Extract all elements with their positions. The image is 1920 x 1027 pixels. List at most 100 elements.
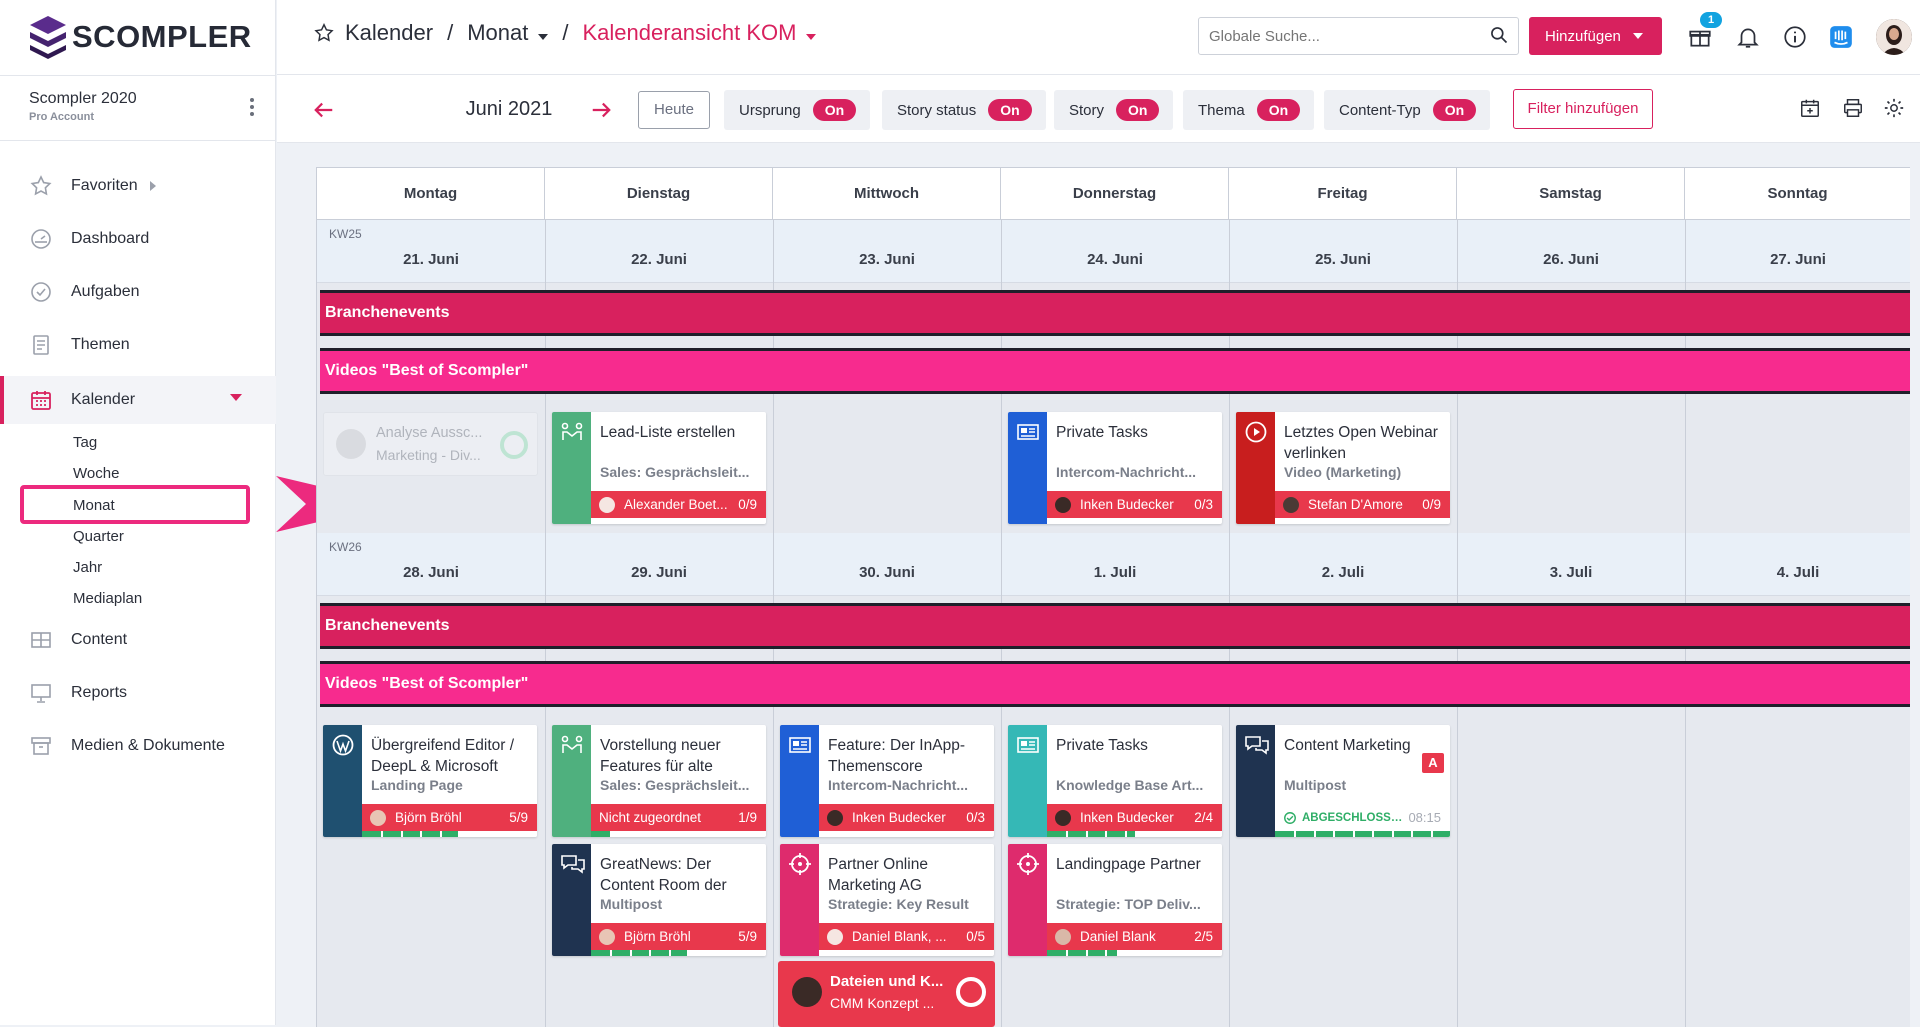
status-label: ABGESCHLOSSEN [1302,811,1403,824]
day-date[interactable]: 3. Juli [1549,564,1593,581]
content-card[interactable]: GreatNews: Der Content Room der Multipos… [552,844,766,956]
type-strip [780,725,819,837]
progress-bar [362,831,537,837]
sidebar-item-dashboard[interactable]: Dashboard [0,217,276,261]
search-icon[interactable] [1489,25,1509,45]
chevron-right-icon [149,181,156,191]
day-date[interactable]: 27. Juni [1770,251,1826,268]
star-icon[interactable] [313,22,335,44]
content-card[interactable]: Feature: Der InApp-Themenscore Intercom-… [780,725,994,837]
sidebar-item-topics[interactable]: Themen [0,323,276,367]
sidebar-item-reports[interactable]: Reports [0,671,276,715]
avatar [792,977,822,1007]
content-card[interactable]: Landingpage Partner Strategie: TOP Deliv… [1008,844,1222,956]
today-button[interactable]: Heute [638,91,710,129]
account-menu-icon[interactable] [250,98,254,119]
sidebar-subitem-monat[interactable]: Monat [73,497,115,514]
content-card[interactable]: Vorstellung neuer Features für alte Sale… [552,725,766,837]
calendar-add-icon[interactable] [1799,97,1821,119]
user-avatar-icon [1876,19,1912,55]
day-date[interactable]: 28. Juni [403,564,459,581]
event-card[interactable]: Dateien und K... CMM Konzept ... [778,961,995,1027]
gear-icon[interactable] [1883,97,1905,119]
toggle-on[interactable]: On [1432,99,1477,121]
story-band[interactable]: Videos "Best of Scompler" [320,348,1910,394]
day-date[interactable]: 29. Juni [631,564,687,581]
day-date[interactable]: 22. Juni [631,251,687,268]
sidebar-subitem-jahr[interactable]: Jahr [73,559,103,576]
day-date[interactable]: 30. Juni [859,564,915,581]
type-strip [552,725,591,837]
story-band[interactable]: Branchenevents [320,290,1910,336]
sidebar-subitem-mediaplan[interactable]: Mediaplan [73,590,143,607]
toggle-on[interactable]: On [1256,99,1301,121]
type-strip [552,844,591,956]
content-card[interactable]: Letztes Open Webinar verlinken Video (Ma… [1236,412,1450,524]
add-filter-button[interactable]: Filter hinzufügen [1513,89,1653,129]
sidebar-item-favorites[interactable]: Favoriten [0,164,276,208]
progress-bar [1047,831,1222,837]
intercom-icon[interactable] [1828,24,1854,50]
global-search-input[interactable] [1198,17,1519,55]
filter-ursprung[interactable]: Ursprung On [724,90,871,130]
bell-icon[interactable] [1735,24,1761,50]
ghost-card[interactable]: Analyse Aussc... Marketing - Div... [323,412,538,476]
sidebar-item-calendar[interactable]: Kalender [0,376,276,424]
toggle-on[interactable]: On [988,99,1032,121]
toggle-on[interactable]: On [1116,99,1160,121]
sidebar-subitem-quarter[interactable]: Quarter [73,528,124,545]
day-date[interactable]: 26. Juni [1543,251,1599,268]
account-switcher[interactable]: Scompler 2020 Pro Account [0,75,276,141]
avatar[interactable] [1876,19,1912,55]
card-title: Vorstellung neuer Features für alte [600,737,721,775]
day-date[interactable]: 25. Juni [1315,251,1371,268]
sidebar-item-label: Medien & Dokumente [71,737,225,754]
avatar [1283,496,1299,513]
filter-content-typ[interactable]: Content-Typ On [1324,90,1491,130]
info-icon[interactable] [1782,24,1808,50]
breadcrumb-view[interactable]: Monat [467,20,549,46]
handshake-icon [561,735,583,753]
story-band[interactable]: Videos "Best of Scompler" [320,661,1910,707]
day-date[interactable]: 4. Juli [1776,564,1820,581]
breadcrumb-root[interactable]: Kalender [345,20,434,45]
filter-story-status[interactable]: Story status On [882,90,1046,130]
sidebar-subitem-woche[interactable]: Woche [73,465,120,482]
task-count: 0/5 [966,929,985,944]
arrow-right-icon[interactable] [590,99,612,121]
arrow-left-icon[interactable] [313,99,335,121]
task-count: 5/9 [509,810,528,825]
content-card[interactable]: Lead-Liste erstellen Sales: Gesprächslei… [552,412,766,524]
content-card[interactable]: Private Tasks Intercom-Nachricht... Inke… [1008,412,1222,524]
sidebar-item-tasks[interactable]: Aufgaben [0,270,276,314]
day-date[interactable]: 1. Juli [1093,564,1137,581]
newspaper-icon [1017,424,1039,440]
day-date[interactable]: 2. Juli [1321,564,1365,581]
filter-thema[interactable]: Thema On [1183,90,1315,130]
assignee: Alexander Boet... [624,497,728,512]
add-button[interactable]: Hinzufügen [1529,17,1662,55]
card-title: Feature: Der InApp-Themenscore [828,737,965,775]
sidebar-item-media[interactable]: Medien & Dokumente [0,724,276,768]
print-icon[interactable] [1842,97,1864,119]
content-card[interactable]: Partner Online Marketing AG Strategie: K… [780,844,994,956]
card-title: Content Marketing [1284,737,1411,754]
content-card[interactable]: Content Marketing A Multipost ABGESCHLOS… [1236,725,1450,837]
sidebar-item-content[interactable]: Content [0,618,276,662]
filter-story[interactable]: Story On [1054,90,1174,130]
sidebar-subitem-tag[interactable]: Tag [73,434,98,451]
day-date[interactable]: 23. Juni [859,251,915,268]
assignee-badge: A [1422,753,1444,773]
type-strip [1008,412,1047,524]
card-footer: Björn Bröhl 5/9 [362,804,537,831]
content-card[interactable]: Übergreifend Editor / DeepL & Microsoft … [323,725,537,837]
logo[interactable]: SCOMPLER [28,12,252,62]
toggle-on[interactable]: On [812,99,857,121]
story-band[interactable]: Branchenevents [320,603,1910,649]
check-circle-icon [1284,811,1296,824]
gift-icon[interactable] [1687,24,1713,50]
day-date[interactable]: 24. Juni [1087,251,1143,268]
content-card[interactable]: Private Tasks Knowledge Base Art... Inke… [1008,725,1222,837]
breadcrumb-current[interactable]: Kalenderansicht KOM [582,20,817,46]
day-date[interactable]: 21. Juni [403,251,459,268]
